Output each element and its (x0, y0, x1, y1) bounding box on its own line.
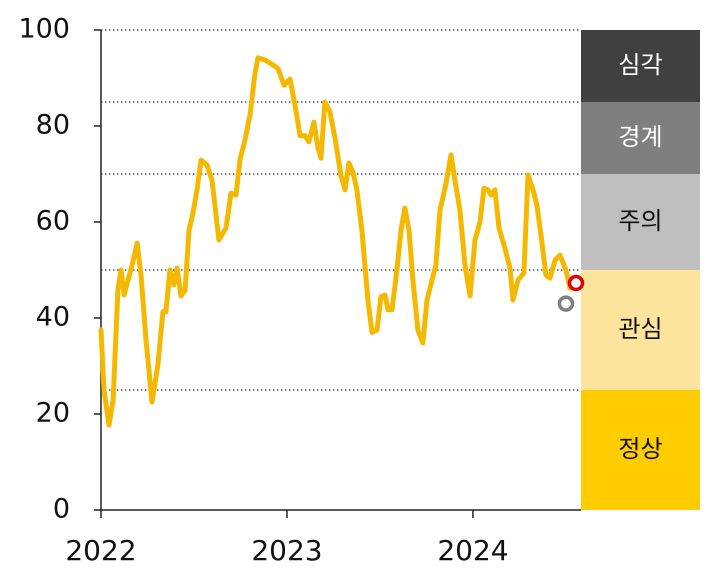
zone-label: 주의 (618, 207, 662, 235)
y-tick-label: 60 (36, 206, 70, 237)
y-tick-label: 40 (36, 302, 70, 333)
zone-label: 심각 (618, 51, 662, 79)
zone-label: 관심 (618, 315, 662, 343)
zone-band (581, 102, 700, 174)
x-tick-label: 2023 (251, 534, 322, 567)
zone-band (581, 390, 700, 510)
point-marker (567, 274, 585, 292)
zone-label: 정상 (618, 435, 662, 463)
y-tick-label: 80 (36, 110, 70, 141)
x-tick-label: 2024 (437, 534, 508, 567)
zone-label: 경계 (618, 123, 662, 151)
y-tick-label: 20 (36, 398, 70, 429)
zone-band (581, 270, 700, 390)
y-tick-label: 100 (18, 14, 70, 45)
x-tick-label: 2022 (65, 534, 136, 567)
zone-band (581, 30, 700, 102)
y-tick-label: 0 (53, 494, 70, 525)
zone-band (581, 174, 700, 270)
data-line (98, 55, 573, 428)
point-marker (557, 295, 575, 312)
